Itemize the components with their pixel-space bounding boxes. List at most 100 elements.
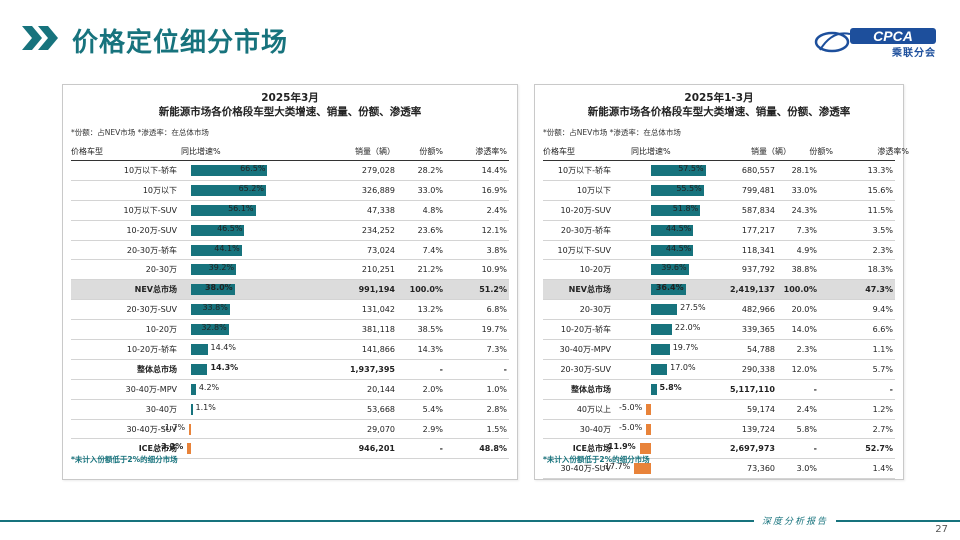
growth-bar-cell: 14.4% [181, 340, 293, 359]
penetration-value: 48.8% [479, 444, 507, 454]
growth-bar-cell: 39.2% [181, 260, 293, 279]
sales-value: 118,341 [741, 245, 775, 255]
sales-value: 210,251 [361, 265, 395, 275]
share-value: 38.8% [791, 265, 817, 275]
row-category: ICE总市场 [572, 444, 611, 454]
penetration-value: 5.7% [872, 364, 893, 374]
growth-bar-cell: 44.1% [181, 241, 293, 260]
card-title-subject: 新能源市场各价格段车型大类增速、销量、份额、渗透率 [158, 106, 422, 118]
segment-table: 价格车型 同比增速% 销量（辆） 份额% 渗透率% 10万以下-轿车 57.5% 680,55… [543, 143, 909, 480]
sales-value: 20,144 [367, 384, 395, 394]
share-value: 12.0% [791, 364, 817, 374]
column-header-cat: 价格车型 [543, 147, 575, 156]
growth-bar [191, 304, 230, 316]
growth-bar-cell: 19.7% [615, 340, 707, 359]
growth-bar-cell: 22.0% [615, 320, 707, 339]
share-value: 28.1% [791, 165, 817, 175]
share-value: 33.0% [417, 185, 443, 195]
growth-label: 19.7% [672, 343, 699, 353]
penetration-value: 1.2% [872, 404, 893, 414]
penetration-value: - [503, 364, 507, 374]
sales-value: 991,194 [358, 285, 395, 295]
row-category: 30-40万 [145, 404, 177, 414]
penetration-value: 2.8% [486, 404, 507, 414]
penetration-value: 6.8% [486, 305, 507, 315]
sales-value: 47,338 [367, 205, 395, 215]
row-category: 30-40万-SUV [126, 424, 177, 434]
row-category: 20-30万 [579, 305, 611, 315]
row-category: NEV总市场 [568, 285, 611, 295]
table-row: 30-40万 1.1% 53,668 5.4% 2.8% [71, 400, 509, 420]
growth-bar-cell: 51.8% [615, 201, 707, 220]
growth-bar-cell: 39.6% [615, 260, 707, 279]
row-category: NEV总市场 [134, 285, 177, 295]
penetration-value: 1.1% [872, 344, 893, 354]
growth-bar [651, 383, 657, 395]
growth-label: 46.5% [217, 223, 243, 233]
column-header-sales: 销量（辆） [355, 147, 395, 156]
sales-value: 799,481 [741, 185, 775, 195]
growth-bar-cell: -5.0% [615, 420, 707, 439]
table-row: 10万以下-SUV 56.1% 47,338 4.8% 2.4% [71, 201, 509, 221]
sales-value: 279,028 [361, 165, 395, 175]
growth-label: 39.2% [208, 263, 235, 273]
table-row: 20-30万-轿车 44.5% 177,217 7.3% 3.5% [543, 221, 895, 241]
penetration-value: 14.4% [481, 165, 507, 175]
cpca-logo: CPCA [814, 28, 936, 53]
growth-bar-cell: 32.8% [181, 320, 293, 339]
growth-label: 57.5% [678, 164, 704, 173]
row-category: 10-20万-轿车 [126, 344, 177, 354]
table-row: 10万以下 65.2% 326,889 33.0% 16.9% [71, 181, 509, 201]
growth-bar-cell: 46.5% [181, 221, 293, 240]
growth-bar [191, 165, 268, 176]
footer-rule [0, 520, 960, 522]
table-row: 30-40万-MPV 19.7% 54,788 2.3% 1.1% [543, 340, 895, 360]
penetration-value: 2.7% [872, 424, 893, 434]
sales-value: 2,419,137 [729, 285, 775, 295]
share-value: 100.0% [409, 285, 443, 295]
row-category: 10-20万-SUV [126, 225, 177, 235]
sales-value: 73,024 [367, 245, 395, 255]
sales-value: 131,042 [361, 305, 395, 315]
card-title-subject: 新能源市场各价格段车型大类增速、销量、份额、渗透率 [587, 106, 851, 118]
table-row: 整体总市场 14.3% 1,937,395 - - [71, 360, 509, 380]
sales-value: 2,697,973 [729, 444, 775, 454]
row-category: 10万以下-SUV [557, 245, 611, 255]
penetration-value: 51.2% [479, 285, 507, 295]
penetration-value: 52.7% [865, 444, 893, 454]
growth-bar-cell: -11.9% [605, 439, 707, 458]
growth-label: 51.8% [672, 203, 699, 213]
footnote: *未计入份额低于2%的细分市场 [543, 455, 650, 464]
table-row: 20-30万-SUV 33.8% 131,042 13.2% 6.8% [71, 300, 509, 321]
growth-bar [651, 344, 670, 356]
share-value: 14.3% [417, 344, 443, 354]
penetration-value: 3.8% [486, 245, 507, 255]
growth-bar-cell: 5.8% [615, 380, 707, 399]
growth-bar-cell: -3.2% [158, 439, 293, 458]
growth-bar-cell: 4.2% [181, 380, 293, 399]
growth-label: 65.2% [238, 183, 264, 193]
share-value: 33.0% [791, 185, 817, 195]
table-row: 20-30万-轿车 44.1% 73,024 7.4% 3.8% [71, 241, 509, 261]
table-row: 30-40万-SUV -17.7% 73,360 3.0% 1.4% [543, 459, 895, 480]
growth-label: 27.5% [680, 303, 706, 313]
sales-value: 937,792 [741, 265, 775, 275]
growth-bar-cell: 56.1% [181, 201, 293, 220]
share-value: 23.6% [417, 225, 443, 235]
growth-bar-cell: 33.8% [181, 300, 293, 319]
growth-label: 33.8% [202, 303, 228, 313]
share-value: 14.0% [791, 325, 817, 335]
growth-label: 4.2% [198, 382, 220, 392]
growth-bar [191, 344, 208, 356]
row-category: 20-30万-轿车 [560, 225, 611, 235]
row-category: 10万以下-SUV [123, 205, 177, 215]
growth-bar [191, 184, 266, 196]
growth-bar [651, 244, 694, 256]
sales-value: 339,365 [741, 325, 775, 335]
report-tag: 深度分析报告 [753, 514, 836, 527]
sales-value: 381,118 [361, 325, 395, 335]
row-category: 10万以下 [142, 185, 177, 195]
page-number: 27 [935, 524, 948, 535]
sales-value: 680,557 [741, 165, 775, 175]
penetration-value: 2.4% [486, 205, 507, 215]
